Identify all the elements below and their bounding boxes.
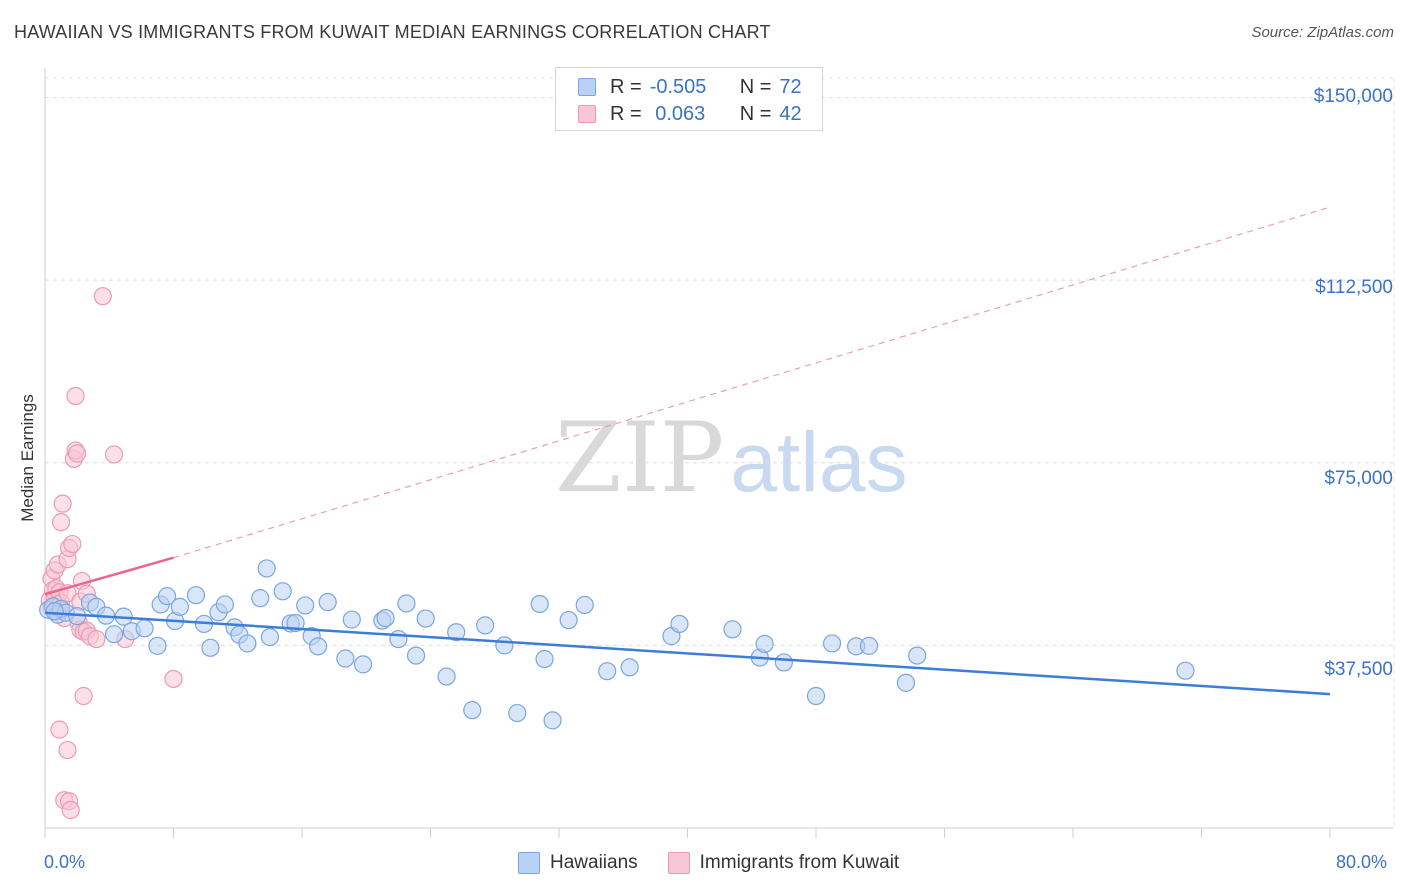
hawaiians-point — [336, 649, 355, 668]
legend-item-kuwait: Immigrants from Kuwait — [667, 852, 900, 874]
y-tick-label: $37,500 — [1324, 659, 1393, 680]
hawaiians-point — [476, 616, 495, 635]
r-label: R = — [610, 102, 642, 125]
watermark: ZIPatlas — [555, 402, 908, 514]
hawaiians-point — [508, 703, 527, 723]
hawaiians-point — [822, 634, 842, 653]
hawaiians-point — [257, 559, 276, 578]
legend-label: Hawaiians — [550, 852, 638, 873]
kuwait-point — [53, 494, 72, 513]
stats-legend: R = -0.505 N = 72 R = 0.063 N = 42 — [555, 67, 823, 131]
hawaiians-point — [859, 636, 879, 655]
kuwait-point — [164, 669, 183, 689]
hawaiians-point — [273, 582, 292, 601]
legend-item-hawaiians: Hawaiians — [518, 852, 638, 874]
hawaiians-point — [416, 609, 435, 628]
kuwait-point — [93, 287, 112, 306]
kuwait-point — [58, 740, 77, 760]
hawaiians-point — [45, 602, 64, 621]
hawaiians-point — [201, 638, 220, 657]
y-tick-label: $150,000 — [1313, 86, 1393, 107]
hawaiians-point — [598, 662, 617, 681]
n-label: N = — [739, 102, 772, 125]
hawaiians-point — [806, 686, 826, 706]
hawaiians-point — [559, 610, 578, 630]
hawaiians-point — [186, 586, 206, 605]
hawaiians-point — [535, 649, 554, 669]
hawaiians-point — [543, 711, 562, 730]
hawaiians-point — [723, 620, 742, 639]
hawaiians-point — [896, 673, 916, 692]
series-legend: Hawaiians Immigrants from Kuwait — [518, 852, 929, 874]
hawaiians-point — [104, 625, 124, 644]
hawaiians-point — [260, 627, 279, 647]
hawaiians-point — [406, 646, 426, 665]
n-value: 42 — [779, 102, 802, 125]
kuwait-point — [104, 445, 124, 464]
hawaiians-point — [620, 658, 639, 677]
x-tick-label-min: 0.0% — [44, 852, 86, 872]
y-axis-label: Median Earnings — [18, 394, 37, 522]
hawaiians-point — [376, 608, 395, 628]
y-tick-label: $75,000 — [1324, 468, 1393, 489]
hawaiians-point — [148, 636, 167, 655]
y-tick-label: $112,500 — [1315, 277, 1393, 298]
hawaiians-point — [530, 594, 549, 614]
pink-swatch-icon — [578, 105, 596, 123]
hawaiians-point — [353, 655, 373, 674]
hawaiians-point — [135, 619, 154, 638]
kuwait-point — [87, 629, 106, 649]
kuwait-point — [63, 534, 82, 554]
kuwait-point — [68, 444, 87, 463]
hawaiians-point — [437, 667, 456, 686]
watermark-atlas: atlas — [730, 415, 908, 509]
hawaiians-point — [251, 589, 270, 608]
source-credit: Source: ZipAtlas.com — [1251, 24, 1394, 41]
kuwait-trendline — [44, 556, 174, 596]
watermark-zip: ZIP — [555, 402, 725, 514]
hawaiians-point — [575, 595, 594, 615]
hawaiians-point — [495, 636, 514, 655]
legend-row-hawaiians: R = -0.505 N = 72 — [578, 74, 802, 100]
kuwait-point — [74, 686, 93, 706]
kuwait-point — [61, 800, 80, 820]
kuwait-point — [50, 720, 69, 739]
blue-swatch-icon — [518, 852, 540, 874]
hawaiians-point — [215, 595, 234, 614]
r-value: 0.063 — [649, 102, 706, 125]
hawaiians-point — [238, 634, 257, 653]
blue-swatch-icon — [578, 78, 596, 96]
hawaiians-point — [318, 592, 337, 612]
x-tick-label-max: 80.0% — [1336, 852, 1388, 872]
hawaiians-point — [447, 623, 466, 642]
hawaiians-point — [342, 610, 361, 629]
n-value: 72 — [779, 75, 802, 98]
hawaiians-point — [389, 629, 408, 649]
hawaiians-point — [157, 587, 177, 606]
hawaiians-trendline — [44, 611, 1331, 696]
hawaiians-point — [296, 596, 315, 615]
hawaiians-point — [463, 701, 482, 720]
legend-row-kuwait: R = 0.063 N = 42 — [578, 101, 802, 127]
hawaiians-point — [774, 653, 793, 672]
legend-label: Immigrants from Kuwait — [699, 852, 900, 873]
hawaiians-point — [755, 634, 774, 654]
hawaiians-point — [397, 594, 416, 613]
hawaiians-point — [308, 637, 328, 656]
kuwait-point — [66, 386, 85, 406]
kuwait-point — [51, 513, 71, 532]
chart-title: HAWAIIAN VS IMMIGRANTS FROM KUWAIT MEDIA… — [14, 22, 771, 42]
r-label: R = — [610, 75, 642, 98]
hawaiians-point — [670, 614, 689, 634]
hawaiians-point — [1176, 661, 1195, 680]
hawaiians-point — [908, 646, 927, 665]
r-value: -0.505 — [649, 75, 707, 98]
kuwait-trendline-extension — [173, 206, 1331, 559]
hawaiians-point — [170, 597, 190, 616]
pink-swatch-icon — [667, 852, 690, 874]
n-label: N = — [739, 75, 772, 98]
